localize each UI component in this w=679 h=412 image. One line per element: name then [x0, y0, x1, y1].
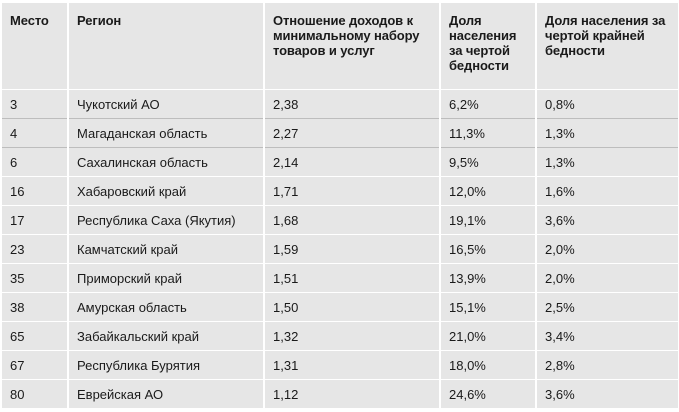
cell-region: Магаданская область: [67, 118, 264, 148]
cell-rank: 3: [2, 89, 68, 119]
cell-rank: 65: [2, 321, 68, 351]
table-header-row: Место Регион Отношение доходов к минимал…: [2, 3, 678, 90]
table-body: 3 Чукотский АО 2,38 6,2% 0,8% 4 Магаданская об…: [2, 89, 678, 408]
cell-region: Республика Саха (Якутия): [67, 205, 264, 235]
cell-rank: 17: [2, 205, 68, 235]
cell-region: Еврейская АО: [67, 379, 264, 408]
table-row: 17 Республика Саха (Якутия) 1,68 19,1% 3,6%: [2, 205, 678, 235]
table-row: 65 Забайкальский край 1,32 21,0% 3,4%: [2, 321, 678, 351]
cell-poverty-share: 16,5%: [439, 234, 536, 264]
table-row: 38 Амурская область 1,50 15,1% 2,5%: [2, 292, 678, 322]
cell-region: Сахалинская область: [67, 147, 264, 177]
cell-extreme-poverty-share: 1,3%: [535, 118, 678, 148]
cell-rank: 6: [2, 147, 68, 177]
table-row: 3 Чукотский АО 2,38 6,2% 0,8%: [2, 89, 678, 119]
cell-rank: 67: [2, 350, 68, 380]
table-row: 23 Камчатский край 1,59 16,5% 2,0%: [2, 234, 678, 264]
cell-region: Республика Бурятия: [67, 350, 264, 380]
header-poverty-share: Доля населения за чертой бедности: [439, 3, 536, 90]
cell-poverty-share: 6,2%: [439, 89, 536, 119]
cell-poverty-share: 9,5%: [439, 147, 536, 177]
region-poverty-table: Место Регион Отношение доходов к минимал…: [2, 3, 678, 408]
header-region: Регион: [67, 3, 264, 90]
header-extreme-poverty-share: Доля населения за чертой крайней бедност…: [535, 3, 678, 90]
cell-income-ratio: 2,14: [263, 147, 440, 177]
cell-rank: 23: [2, 234, 68, 264]
cell-income-ratio: 1,31: [263, 350, 440, 380]
cell-income-ratio: 2,38: [263, 89, 440, 119]
cell-poverty-share: 24,6%: [439, 379, 536, 408]
cell-rank: 80: [2, 379, 68, 408]
cell-extreme-poverty-share: 1,6%: [535, 176, 678, 206]
cell-income-ratio: 1,68: [263, 205, 440, 235]
cell-extreme-poverty-share: 2,5%: [535, 292, 678, 322]
cell-extreme-poverty-share: 2,0%: [535, 234, 678, 264]
cell-poverty-share: 13,9%: [439, 263, 536, 293]
header-rank: Место: [2, 3, 68, 90]
cell-income-ratio: 1,51: [263, 263, 440, 293]
cell-extreme-poverty-share: 2,0%: [535, 263, 678, 293]
cell-extreme-poverty-share: 3,4%: [535, 321, 678, 351]
cell-income-ratio: 1,12: [263, 379, 440, 408]
cell-income-ratio: 1,71: [263, 176, 440, 206]
cell-rank: 4: [2, 118, 68, 148]
cell-poverty-share: 12,0%: [439, 176, 536, 206]
header-income-ratio: Отношение доходов к минимальному набору …: [263, 3, 440, 90]
cell-region: Забайкальский край: [67, 321, 264, 351]
cell-income-ratio: 1,59: [263, 234, 440, 264]
cell-region: Амурская область: [67, 292, 264, 322]
cell-extreme-poverty-share: 1,3%: [535, 147, 678, 177]
cell-poverty-share: 19,1%: [439, 205, 536, 235]
cell-extreme-poverty-share: 0,8%: [535, 89, 678, 119]
cell-income-ratio: 1,32: [263, 321, 440, 351]
cell-rank: 38: [2, 292, 68, 322]
cell-poverty-share: 15,1%: [439, 292, 536, 322]
cell-income-ratio: 1,50: [263, 292, 440, 322]
cell-rank: 35: [2, 263, 68, 293]
table-row: 6 Сахалинская область 2,14 9,5% 1,3%: [2, 147, 678, 177]
cell-region: Чукотский АО: [67, 89, 264, 119]
cell-poverty-share: 18,0%: [439, 350, 536, 380]
cell-region: Хабаровский край: [67, 176, 264, 206]
table-row: 80 Еврейская АО 1,12 24,6% 3,6%: [2, 379, 678, 408]
cell-extreme-poverty-share: 2,8%: [535, 350, 678, 380]
cell-poverty-share: 11,3%: [439, 118, 536, 148]
cell-region: Камчатский край: [67, 234, 264, 264]
table-row: 16 Хабаровский край 1,71 12,0% 1,6%: [2, 176, 678, 206]
cell-extreme-poverty-share: 3,6%: [535, 205, 678, 235]
cell-poverty-share: 21,0%: [439, 321, 536, 351]
cell-region: Приморский край: [67, 263, 264, 293]
table-row: 35 Приморский край 1,51 13,9% 2,0%: [2, 263, 678, 293]
table-row: 67 Республика Бурятия 1,31 18,0% 2,8%: [2, 350, 678, 380]
cell-rank: 16: [2, 176, 68, 206]
cell-income-ratio: 2,27: [263, 118, 440, 148]
table-row: 4 Магаданская область 2,27 11,3% 1,3%: [2, 118, 678, 148]
cell-extreme-poverty-share: 3,6%: [535, 379, 678, 408]
